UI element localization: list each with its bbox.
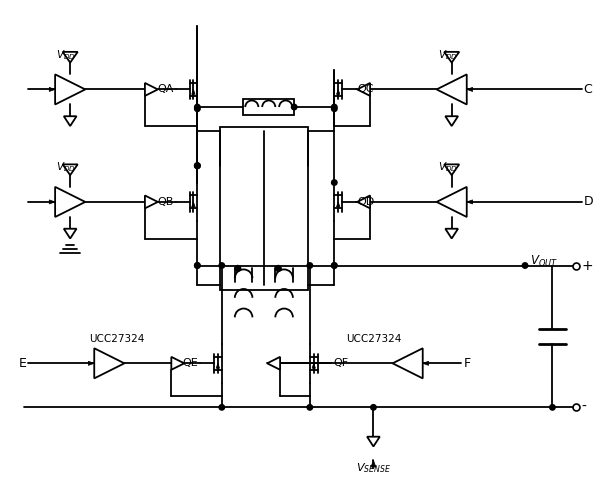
Text: $V_{SENSE}$: $V_{SENSE}$ <box>356 461 391 475</box>
Circle shape <box>219 404 224 410</box>
Polygon shape <box>445 229 458 239</box>
Polygon shape <box>216 363 220 368</box>
Text: UCC27324: UCC27324 <box>345 334 401 344</box>
Polygon shape <box>63 52 77 63</box>
Polygon shape <box>444 164 459 175</box>
Polygon shape <box>49 87 55 91</box>
Polygon shape <box>466 200 473 204</box>
Polygon shape <box>336 202 340 207</box>
Circle shape <box>332 263 337 268</box>
Circle shape <box>307 263 313 268</box>
Circle shape <box>219 263 224 268</box>
Circle shape <box>522 263 528 268</box>
Circle shape <box>195 263 200 268</box>
Circle shape <box>550 404 555 410</box>
Text: F: F <box>463 357 471 370</box>
Polygon shape <box>357 196 370 208</box>
Polygon shape <box>88 361 94 365</box>
Polygon shape <box>393 348 423 379</box>
Text: QD: QD <box>358 197 375 207</box>
Polygon shape <box>357 83 370 96</box>
Polygon shape <box>423 361 428 365</box>
Bar <box>220 127 308 290</box>
Polygon shape <box>371 460 376 467</box>
Polygon shape <box>466 87 473 91</box>
Text: UCC27324: UCC27324 <box>90 334 145 344</box>
Text: $V_{DD}$: $V_{DD}$ <box>56 161 76 174</box>
Text: QB: QB <box>157 197 174 207</box>
Polygon shape <box>145 196 158 208</box>
Polygon shape <box>64 229 77 239</box>
Text: QA: QA <box>157 85 174 95</box>
Circle shape <box>371 404 376 410</box>
Polygon shape <box>367 437 380 446</box>
Text: QC: QC <box>358 85 374 95</box>
Text: +: + <box>582 259 594 272</box>
Polygon shape <box>55 187 85 217</box>
Polygon shape <box>63 164 77 175</box>
Circle shape <box>332 106 337 111</box>
Text: QE: QE <box>183 358 198 369</box>
Circle shape <box>292 104 297 110</box>
Polygon shape <box>192 89 195 94</box>
Polygon shape <box>336 89 340 94</box>
Circle shape <box>332 263 337 268</box>
Text: $V_{DD}$: $V_{DD}$ <box>56 48 76 62</box>
Circle shape <box>332 104 337 110</box>
Text: $V_{OUT}$: $V_{OUT}$ <box>530 254 558 269</box>
Text: QF: QF <box>333 358 348 369</box>
Polygon shape <box>64 116 77 126</box>
Polygon shape <box>437 75 466 105</box>
Circle shape <box>195 263 200 268</box>
Circle shape <box>195 104 200 110</box>
Text: $V_{DD}$: $V_{DD}$ <box>438 48 458 62</box>
Polygon shape <box>437 187 466 217</box>
Polygon shape <box>444 52 459 63</box>
Polygon shape <box>445 116 458 126</box>
Text: $V_{DD}$: $V_{DD}$ <box>438 161 458 174</box>
Polygon shape <box>312 363 315 368</box>
Circle shape <box>195 163 200 168</box>
Bar <box>243 99 294 115</box>
Circle shape <box>235 265 241 272</box>
Polygon shape <box>94 348 125 379</box>
Text: D: D <box>584 196 594 208</box>
Circle shape <box>195 163 200 168</box>
Text: C: C <box>584 83 592 96</box>
Polygon shape <box>55 75 85 105</box>
Polygon shape <box>171 357 185 370</box>
Polygon shape <box>192 202 195 207</box>
Text: -: - <box>582 401 587 414</box>
Polygon shape <box>267 357 280 370</box>
Polygon shape <box>49 200 55 204</box>
Circle shape <box>332 180 337 185</box>
Polygon shape <box>145 83 158 96</box>
Circle shape <box>195 106 200 111</box>
Circle shape <box>307 404 313 410</box>
Circle shape <box>275 265 281 272</box>
Circle shape <box>195 163 200 168</box>
Text: E: E <box>18 357 26 370</box>
